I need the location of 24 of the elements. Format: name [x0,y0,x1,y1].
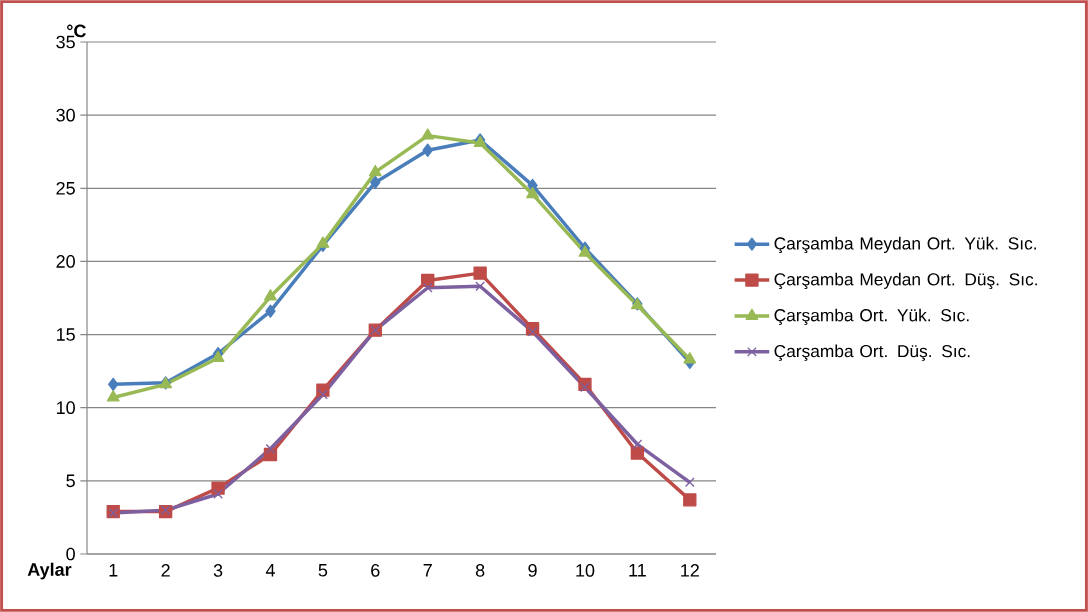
legend-label: Çarşamba Ort. Yük. Sıc. [774,308,969,325]
y-tick-label: 0 [66,547,75,561]
x-tick-label: 8 [475,564,485,577]
x-tick-label: 11 [629,564,646,577]
x-axis-title: Aylar [27,562,72,580]
y-tick-label: 30 [56,108,75,122]
x-tick-label: 9 [528,564,537,577]
y-tick-label: 5 [66,474,75,488]
y-tick-label: 15 [56,328,75,341]
legend-label: Çarşamba Meydan Ort. Düş. Sıc. [774,272,1037,290]
x-tick-label: 3 [213,564,223,577]
legend-label: Çarşamba Ort. Düş. Sıc. [774,344,970,361]
x-tick-label: 4 [265,564,275,577]
x-tick-label: 5 [318,564,328,577]
x-tick-label: 12 [681,564,699,577]
x-tick-label: 1 [109,564,118,577]
x-tick-label: 10 [576,564,595,577]
x-tick-label: 7 [423,564,432,577]
y-tick-label: 25 [56,181,75,195]
legend-label: Çarşamba Meydan Ort. Yük. Sıc. [774,236,1036,254]
y-tick-label: 20 [56,255,75,268]
x-tick-label: 2 [161,564,170,577]
y-tick-label: 10 [56,401,75,415]
x-tick-label: 6 [371,564,380,577]
